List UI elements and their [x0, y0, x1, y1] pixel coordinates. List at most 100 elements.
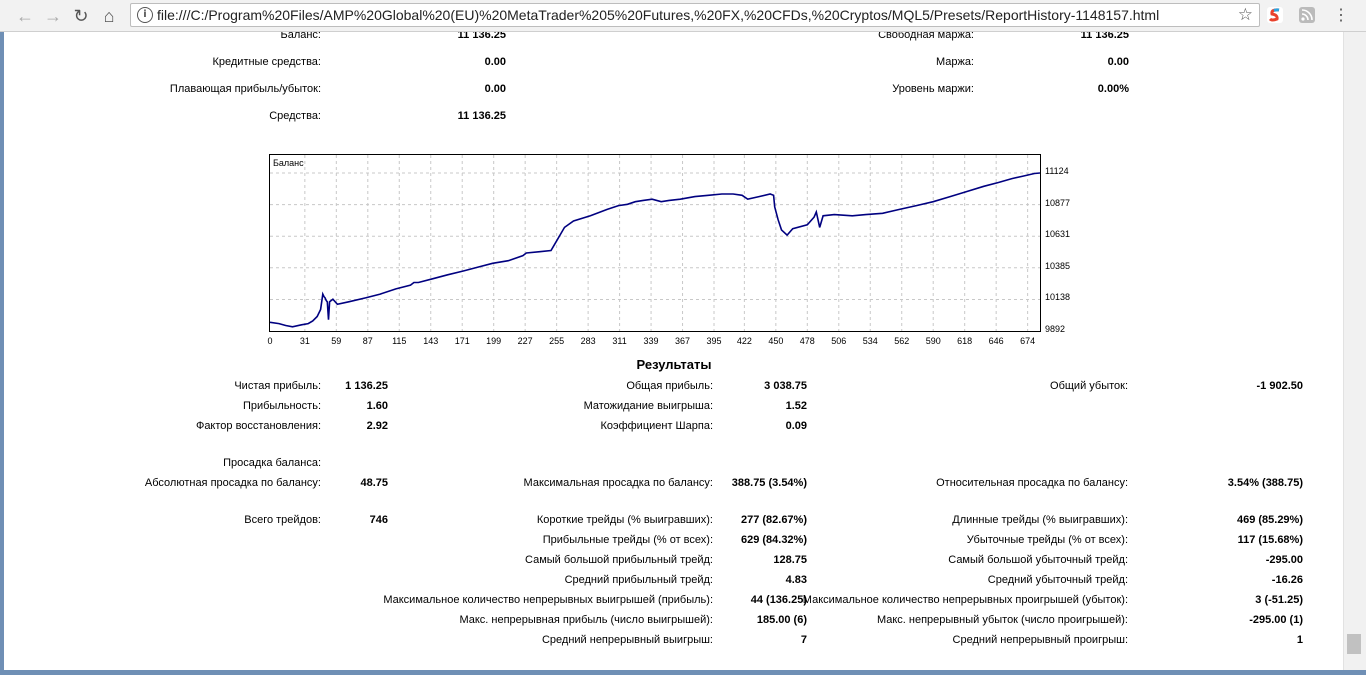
avg-profit-label: Средний прибыльный трейд: — [564, 574, 713, 586]
x-tick-label: 395 — [706, 336, 722, 346]
free-margin-value: 11 136.25 — [1080, 32, 1129, 41]
avg-loss-value: -16.26 — [1271, 574, 1303, 586]
abs-drawdown-value: 48.75 — [360, 477, 388, 489]
max-cons-wins-value: 44 (136.25) — [750, 594, 807, 606]
vertical-scrollbar[interactable] — [1343, 32, 1366, 675]
address-bar[interactable]: i file:///C:/Program%20Files/AMP%20Globa… — [130, 3, 1260, 27]
x-tick-label: 422 — [736, 336, 752, 346]
x-tick-label: 534 — [862, 336, 878, 346]
expected-payoff-label: Матожидание выигрыша: — [583, 400, 713, 412]
x-tick-label: 590 — [925, 336, 941, 346]
largest-profit-value: 128.75 — [773, 554, 807, 566]
gross-loss-label: Общий убыток: — [1050, 380, 1128, 392]
max-cons-losses-value: 3 (-51.25) — [1255, 594, 1303, 606]
bookmark-star-icon[interactable]: ☆ — [1237, 5, 1253, 24]
balance-series-line — [270, 172, 1040, 328]
menu-kebab-icon[interactable]: ⋮ — [1333, 7, 1349, 24]
x-tick-label: 227 — [517, 336, 533, 346]
y-tick-label: 10631 — [1045, 229, 1071, 240]
results-title: Результаты — [636, 357, 712, 372]
avg-cons-losses-label: Средний непрерывный проигрыш: — [952, 634, 1128, 646]
margin-label: Маржа: — [935, 56, 974, 68]
x-tick-label: 143 — [423, 336, 439, 346]
x-tick-label: 478 — [799, 336, 815, 346]
floating-label: Плавающая прибыль/убыток: — [169, 83, 321, 95]
loss-trades-value: 117 (15.68%) — [1237, 534, 1303, 546]
x-tick-label: 255 — [549, 336, 565, 346]
largest-loss-value: -295.00 — [1265, 554, 1303, 566]
home-icon[interactable]: ⌂ — [103, 6, 115, 26]
rel-drawdown-label: Относительная просадка по балансу: — [936, 477, 1128, 489]
y-tick-label: 11124 — [1045, 166, 1069, 176]
equity-label: Средства: — [269, 110, 321, 122]
avg-cons-wins-label: Средний непрерывный выигрыш: — [541, 634, 713, 646]
balance-chart-plot — [270, 155, 1040, 331]
chart-title: Баланс — [273, 158, 304, 168]
margin-level-value: 0.00% — [1097, 83, 1129, 95]
y-tick-label: 9892 — [1045, 324, 1066, 334]
max-cons-profit-label: Макс. непрерывная прибыль (число выигрыш… — [459, 614, 713, 626]
x-tick-label: 199 — [486, 336, 502, 346]
x-tick-label: 59 — [331, 336, 342, 346]
balance-label: Баланс: — [280, 32, 321, 41]
x-tick-label: 339 — [643, 336, 659, 346]
max-drawdown-label: Максимальная просадка по балансу: — [523, 477, 713, 489]
address-url[interactable]: file:///C:/Program%20Files/AMP%20Global%… — [157, 7, 1160, 23]
expected-payoff-value: 1.52 — [785, 400, 807, 412]
window-frame-bottom — [0, 670, 1366, 675]
x-tick-label: 506 — [831, 336, 847, 346]
max-cons-loss-label: Макс. непрерывный убыток (число проигрыш… — [876, 614, 1128, 626]
long-trades-label: Длинные трейды (% выигравших): — [952, 514, 1128, 526]
short-trades-value: 277 (82.67%) — [740, 514, 807, 526]
avg-cons-losses-value: 1 — [1296, 634, 1303, 646]
gross-profit-value: 3 038.75 — [764, 380, 807, 392]
x-tick-label: 87 — [362, 336, 373, 346]
long-trades-value: 469 (85.29%) — [1236, 514, 1303, 526]
max-cons-profit-value: 185.00 (6) — [756, 614, 807, 626]
x-tick-label: 115 — [392, 336, 407, 346]
rss-icon[interactable] — [1298, 6, 1316, 24]
total-trades-label: Всего трейдов: — [244, 514, 321, 526]
x-tick-label: 646 — [988, 336, 1004, 346]
x-tick-label: 618 — [957, 336, 973, 346]
largest-loss-label: Самый большой убыточный трейд: — [948, 554, 1128, 566]
x-tick-label: 0 — [267, 336, 273, 346]
gross-profit-label: Общая прибыль: — [626, 380, 713, 392]
x-tick-label: 450 — [768, 336, 784, 346]
reload-icon[interactable]: ↻ — [73, 6, 89, 26]
balance-value: 11 136.25 — [457, 32, 506, 41]
avg-cons-wins-value: 7 — [800, 634, 807, 646]
total-trades-value: 746 — [369, 514, 388, 526]
y-tick-label: 10877 — [1045, 197, 1071, 208]
short-trades-label: Короткие трейды (% выигравших): — [536, 514, 713, 526]
recovery-factor-value: 2.92 — [366, 420, 388, 432]
page-viewport: Баланс: 11 136.25 Свободная маржа: 11 13… — [0, 32, 1343, 675]
forward-arrow-icon[interactable]: → — [44, 6, 62, 26]
x-tick-label: 171 — [454, 336, 470, 346]
x-tick-label: 311 — [612, 336, 627, 346]
credit-label: Кредитные средства: — [212, 56, 321, 68]
floating-value: 0.00 — [484, 83, 506, 95]
margin-level-label: Уровень маржи: — [892, 83, 974, 95]
back-arrow-icon[interactable]: ← — [16, 6, 34, 26]
x-tick-label: 367 — [675, 336, 691, 346]
sharpe-value: 0.09 — [785, 420, 807, 432]
profit-trades-value: 629 (84.32%) — [740, 534, 807, 546]
sharpe-label: Коэффициент Шарпа: — [600, 420, 713, 432]
y-tick-label: 10138 — [1045, 292, 1071, 303]
x-tick-label: 283 — [580, 336, 596, 346]
y-tick-label: 10385 — [1045, 260, 1071, 271]
max-cons-wins-label: Максимальное количество непрерывных выиг… — [383, 594, 713, 606]
x-tick-label: 674 — [1020, 336, 1036, 346]
margin-value: 0.00 — [1107, 56, 1129, 68]
max-drawdown-value: 388.75 (3.54%) — [731, 477, 807, 489]
max-cons-losses-label: Максимальное количество непрерывных прои… — [802, 594, 1128, 606]
info-icon[interactable]: i — [137, 7, 153, 23]
extension-s-icon[interactable] — [1266, 6, 1284, 24]
x-tick-label: 562 — [894, 336, 910, 346]
scrollbar-thumb[interactable] — [1347, 634, 1361, 654]
gross-loss-value: -1 902.50 — [1256, 380, 1303, 392]
rel-drawdown-value: 3.54% (388.75) — [1227, 477, 1303, 489]
largest-profit-label: Самый большой прибыльный трейд: — [525, 554, 713, 566]
abs-drawdown-label: Абсолютная просадка по балансу: — [144, 477, 321, 489]
